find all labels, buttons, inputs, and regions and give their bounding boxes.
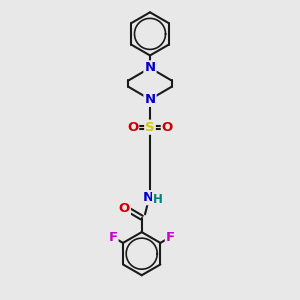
Text: F: F: [166, 231, 175, 244]
Text: H: H: [153, 193, 163, 206]
Text: N: N: [142, 191, 154, 204]
Text: F: F: [108, 231, 118, 244]
Text: O: O: [119, 202, 130, 214]
Text: O: O: [162, 121, 173, 134]
Text: O: O: [127, 121, 138, 134]
Text: N: N: [144, 93, 156, 106]
Text: N: N: [144, 61, 156, 74]
Text: S: S: [145, 121, 155, 134]
